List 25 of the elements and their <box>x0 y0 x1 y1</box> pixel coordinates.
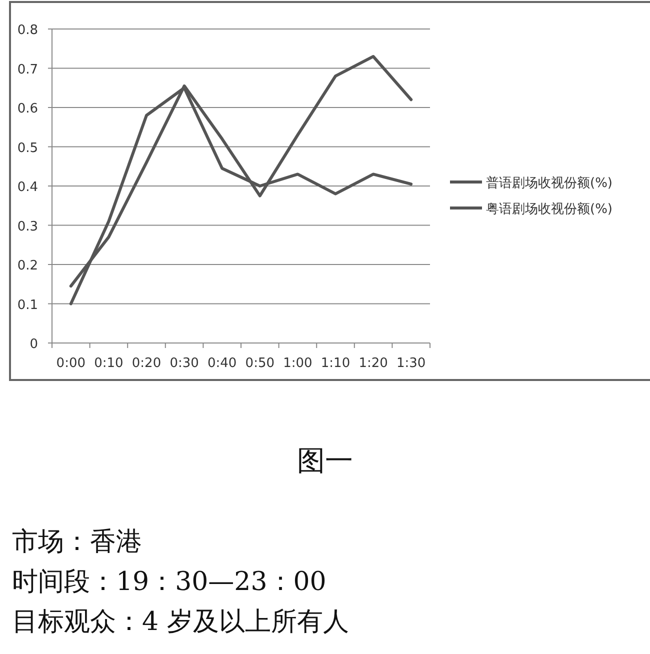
y-tick-label: 0.8 <box>17 23 38 38</box>
x-tick-label: 0:30 <box>170 356 199 371</box>
x-tick-label: 1:20 <box>358 356 388 371</box>
text: 图一 <box>297 444 353 477</box>
legend-label: 粤语剧场收视份额(%) <box>486 202 612 217</box>
legend-label: 普语剧场收视份额(%) <box>486 175 612 191</box>
x-tick-label: 0:50 <box>245 356 274 371</box>
x-tick-label: 1:30 <box>396 356 426 371</box>
y-tick-label: 0.7 <box>17 62 38 78</box>
y-tick-label: 0.5 <box>17 140 38 156</box>
y-tick-label: 0.6 <box>17 102 38 116</box>
x-tick-label: 0:00 <box>56 356 86 371</box>
x-tick-label: 0:40 <box>208 356 237 371</box>
x-tick-label: 0:10 <box>94 356 124 371</box>
y-tick-label: 0 <box>30 337 38 352</box>
text: 时间段：19：30—23：00 <box>12 567 326 597</box>
x-tick-label: 1:00 <box>283 356 312 371</box>
x-tick-label: 1:10 <box>320 356 350 371</box>
y-tick-label: 0.2 <box>17 258 38 274</box>
text: 市场：香港 <box>12 527 142 557</box>
y-tick-label: 0.1 <box>17 298 38 313</box>
x-tick-label: 0:20 <box>132 356 162 371</box>
y-tick-label: 0.4 <box>17 180 38 195</box>
text: 目标观众：4 岁及以上所有人 <box>12 607 349 637</box>
y-tick-label: 0.3 <box>17 219 38 234</box>
